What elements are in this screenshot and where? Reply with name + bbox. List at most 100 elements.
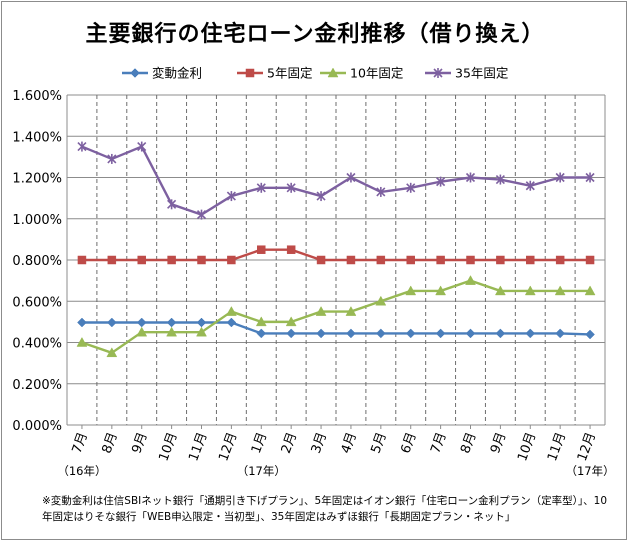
y-tick-label: 1.600% — [12, 89, 62, 104]
data-point — [286, 245, 296, 254]
data-point — [225, 306, 237, 316]
data-point — [525, 180, 535, 191]
year-label: （17年） — [565, 464, 614, 478]
legend-label: 変動金利 — [152, 66, 202, 81]
data-point — [524, 285, 536, 296]
data-point — [77, 255, 87, 265]
data-point — [406, 182, 416, 193]
y-tick-label: 0.600% — [12, 295, 62, 310]
data-point — [107, 255, 117, 265]
data-point — [255, 316, 267, 327]
data-point — [496, 255, 505, 265]
x-tick-label: 10月 — [156, 430, 180, 463]
data-point — [466, 255, 475, 265]
data-point — [316, 328, 326, 339]
data-point — [285, 316, 297, 327]
data-point — [137, 141, 147, 152]
series-line-1 — [81, 321, 591, 336]
data-point — [77, 317, 87, 328]
legend-label: 5年固定 — [267, 66, 312, 81]
y-tick-label: 1.200% — [12, 172, 62, 187]
data-point — [106, 317, 117, 328]
legend-label: 35年固定 — [455, 66, 508, 81]
series-line-3 — [81, 279, 591, 355]
footnote: ※変動金利は住信SBIネット銀行「通期引き下げプラン」、5年固定はイオン銀行「住… — [42, 495, 608, 523]
legend-label: 10年固定 — [350, 66, 403, 81]
data-point — [346, 172, 356, 183]
year-label: （17年） — [237, 464, 286, 478]
data-point — [257, 245, 266, 254]
series-line-4 — [81, 145, 591, 216]
data-point — [197, 255, 206, 265]
data-point — [554, 285, 566, 296]
x-tick-label: 8月 — [458, 430, 479, 455]
data-point — [227, 255, 236, 265]
data-point — [585, 255, 595, 265]
data-point — [77, 141, 87, 152]
data-point — [375, 328, 386, 339]
y-tick-label: 0.800% — [12, 254, 62, 269]
data-point — [316, 255, 326, 265]
year-label: （16年） — [57, 464, 106, 478]
data-point — [376, 255, 386, 265]
x-tick-label: 4月 — [339, 430, 360, 455]
data-point — [286, 182, 296, 193]
series-line-2 — [81, 248, 591, 262]
data-point — [167, 199, 177, 210]
x-tick-label: 7月 — [428, 430, 449, 455]
data-point — [525, 328, 536, 339]
data-point — [555, 172, 565, 183]
x-tick-label: 10月 — [515, 430, 539, 463]
x-tick-label: 2月 — [279, 430, 300, 455]
legend-marker — [327, 67, 339, 78]
legend-marker — [245, 68, 255, 78]
y-tick-label: 0.200% — [12, 378, 62, 393]
data-point — [526, 255, 535, 265]
x-tick-label: 11月 — [186, 430, 210, 463]
data-point — [256, 182, 266, 193]
y-tick-label: 0.000% — [12, 419, 62, 434]
data-point — [585, 172, 595, 183]
data-point — [107, 153, 117, 164]
x-tick-label: 6月 — [398, 430, 419, 455]
data-point — [106, 347, 118, 358]
data-point — [136, 326, 148, 337]
data-point — [196, 317, 207, 328]
data-point — [495, 328, 506, 339]
data-point — [405, 328, 416, 339]
data-point — [316, 191, 326, 202]
data-point — [166, 317, 177, 328]
data-point — [584, 285, 596, 296]
data-point — [345, 306, 357, 316]
data-point — [137, 255, 146, 265]
data-point — [226, 191, 236, 202]
x-tick-label: 3月 — [309, 430, 330, 455]
data-point — [585, 329, 595, 340]
data-point — [405, 285, 417, 296]
x-tick-label: 12月 — [216, 430, 240, 463]
data-point — [465, 275, 476, 285]
data-point — [76, 336, 88, 347]
data-point — [465, 172, 476, 183]
data-point — [286, 328, 297, 339]
x-tick-label: 9月 — [129, 430, 150, 455]
data-point — [136, 317, 147, 328]
y-tick-label: 0.400% — [12, 337, 62, 352]
data-point — [346, 255, 356, 265]
x-tick-label: 12月 — [575, 430, 599, 463]
data-point — [495, 174, 505, 185]
legend-marker — [130, 68, 140, 78]
y-tick-label: 1.000% — [12, 213, 62, 228]
data-point — [436, 255, 445, 265]
legend-marker — [433, 68, 443, 78]
data-point — [406, 255, 415, 265]
chart-title: 主要銀行の住宅ローン金利推移（借り換え） — [85, 22, 545, 47]
data-point — [346, 328, 356, 339]
x-tick-label: 11月 — [545, 430, 569, 463]
x-tick-label: 9月 — [488, 430, 509, 455]
x-tick-label: 5月 — [369, 430, 390, 455]
data-point — [166, 326, 178, 337]
data-point — [196, 209, 207, 220]
y-tick-label: 1.400% — [12, 130, 62, 145]
